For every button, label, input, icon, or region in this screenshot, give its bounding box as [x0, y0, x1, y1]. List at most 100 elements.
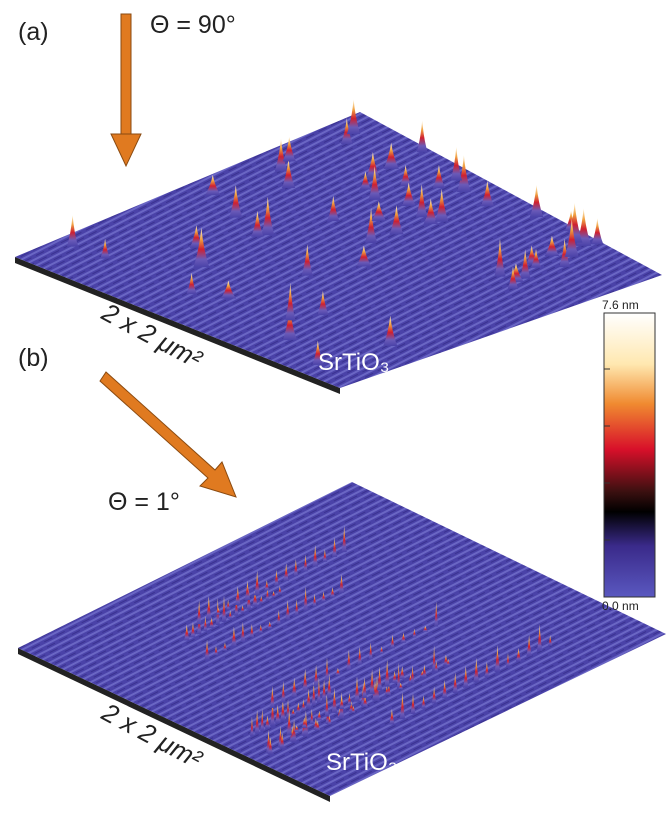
- arrow: [110, 13, 142, 168]
- peak: [274, 569, 279, 586]
- afm-surface: [18, 482, 666, 796]
- peak: [347, 692, 352, 706]
- peak: [220, 280, 237, 299]
- peak: [301, 699, 306, 711]
- peak: [484, 661, 490, 678]
- colorbar: [603, 312, 656, 598]
- peak: [231, 626, 237, 647]
- peak: [282, 136, 296, 162]
- peak: [303, 586, 308, 611]
- peak: [519, 249, 531, 279]
- peak: [312, 340, 324, 365]
- peak: [291, 677, 298, 698]
- peak: [221, 595, 227, 622]
- peak: [291, 718, 297, 743]
- colorbar-min: 0.0 nm: [602, 599, 639, 613]
- peak: [434, 660, 439, 672]
- peak: [530, 248, 542, 268]
- peak: [357, 646, 363, 665]
- peak: [507, 266, 519, 289]
- peak: [399, 164, 412, 187]
- peak: [295, 702, 301, 714]
- peaks: [66, 99, 604, 365]
- peak: [317, 290, 329, 316]
- peak: [280, 699, 286, 721]
- peak: [312, 545, 318, 567]
- peak: [591, 218, 604, 245]
- peak: [303, 710, 309, 737]
- peak: [316, 677, 321, 703]
- peak: [240, 621, 246, 642]
- surface-edge: [18, 648, 330, 802]
- peak: [270, 698, 276, 727]
- peak: [305, 688, 312, 709]
- peak: [222, 642, 228, 651]
- arrow: [99, 371, 237, 498]
- peak: [193, 227, 210, 268]
- peak: [364, 208, 378, 243]
- peak: [450, 146, 463, 181]
- peak: [264, 715, 271, 729]
- peak: [327, 195, 340, 222]
- peak: [362, 695, 369, 707]
- peak: [462, 665, 469, 688]
- peak: [203, 616, 208, 632]
- afm-surface: [15, 112, 662, 388]
- peak: [335, 667, 341, 676]
- peak: [505, 652, 511, 667]
- peak: [529, 184, 544, 218]
- peak: [356, 245, 372, 267]
- peak: [226, 599, 231, 610]
- peak: [410, 693, 416, 714]
- peak: [526, 634, 532, 657]
- peak: [183, 624, 190, 641]
- peak: [480, 180, 495, 207]
- peak: [384, 659, 390, 687]
- peak: [536, 624, 543, 652]
- peak: [234, 586, 241, 605]
- peak: [456, 154, 471, 192]
- peak: [383, 142, 399, 169]
- peak: [389, 708, 395, 725]
- peak: [338, 574, 345, 593]
- peak: [412, 628, 417, 638]
- peak: [205, 174, 221, 196]
- peak: [446, 658, 451, 666]
- panel-label: (b): [18, 344, 49, 372]
- peak: [316, 710, 323, 721]
- peak: [190, 622, 196, 638]
- peaks: [183, 525, 553, 755]
- peak: [365, 152, 381, 179]
- peak: [240, 604, 245, 613]
- peak: [303, 554, 308, 572]
- peak: [494, 238, 506, 277]
- peak: [324, 694, 330, 717]
- peak: [559, 238, 571, 268]
- peak: [383, 315, 398, 346]
- peak: [331, 537, 338, 557]
- peak: [564, 218, 579, 257]
- peak: [390, 634, 395, 649]
- peak: [301, 244, 313, 276]
- peak: [321, 591, 327, 602]
- peak: [389, 205, 404, 235]
- peak: [249, 623, 255, 638]
- peak: [260, 708, 265, 732]
- peak: [359, 171, 372, 190]
- peak: [100, 238, 111, 259]
- peak: [326, 674, 332, 698]
- peak: [196, 600, 202, 625]
- peak: [311, 681, 317, 706]
- material-label: SrTiO₃: [318, 349, 390, 376]
- angle-label: Θ = 90°: [150, 11, 236, 39]
- peak: [252, 589, 259, 607]
- peak: [269, 685, 275, 708]
- peak: [331, 688, 338, 713]
- surface-edge: [15, 257, 340, 394]
- peak: [66, 214, 79, 247]
- peak: [276, 609, 281, 625]
- peak: [271, 591, 277, 598]
- peak: [327, 715, 332, 725]
- peak: [400, 632, 407, 643]
